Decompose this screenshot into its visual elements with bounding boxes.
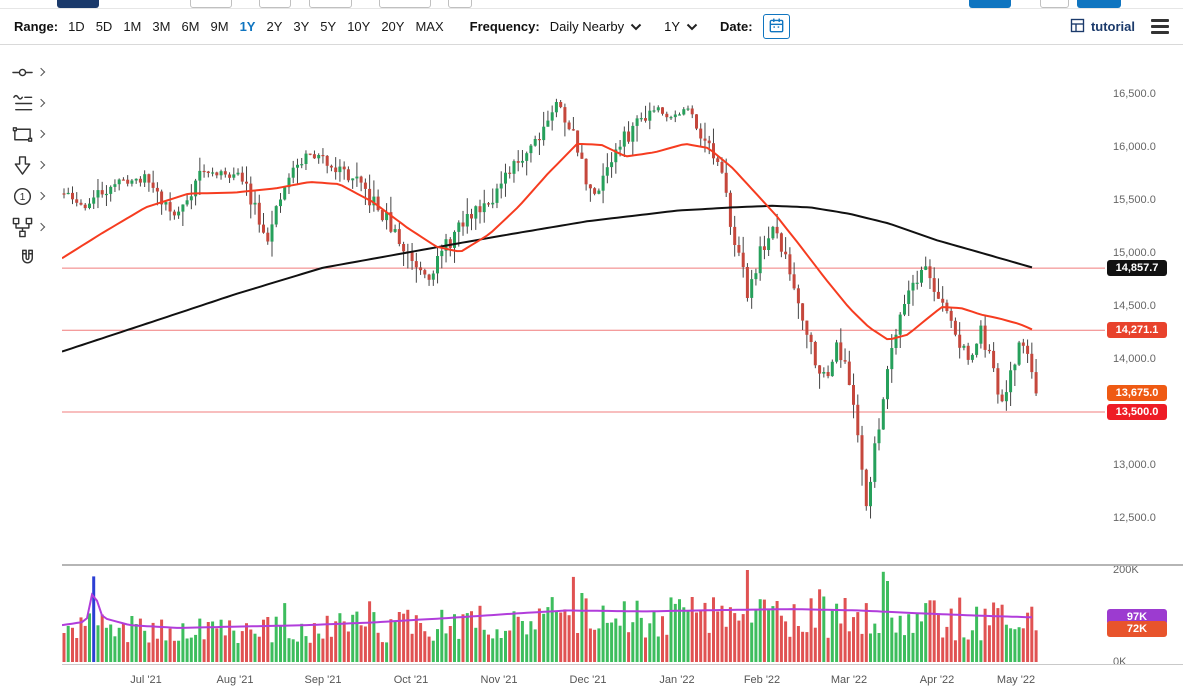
price-tick: 14,000.0	[1113, 353, 1156, 365]
range-3y[interactable]: 3Y	[293, 19, 310, 34]
volume-axis: 200K 0K 97K 72K	[1105, 566, 1183, 664]
price-pane: 16,500.0 16,000.0 15,500.0 15,000.0 14,500.0…	[62, 45, 1183, 564]
range-9m[interactable]: 9M	[210, 19, 229, 34]
chevron-right-icon	[36, 160, 45, 170]
time-axis: Jul '21 Aug '21 Sep '21 Oct '21 Nov '21 Dec '…	[62, 665, 1183, 690]
clipped-button[interactable]	[379, 0, 431, 8]
indicator-list-icon	[12, 93, 33, 114]
calendar-button[interactable]	[762, 14, 790, 39]
price-line-badge: 14,857.7	[1107, 260, 1167, 276]
clipped-button[interactable]	[448, 0, 472, 8]
month-label: May '22	[996, 674, 1036, 686]
tool-arrows[interactable]	[12, 154, 45, 176]
range-6m[interactable]: 6M	[181, 19, 200, 34]
price-tick: 15,000.0	[1113, 247, 1156, 259]
clipped-button[interactable]	[309, 0, 352, 8]
month-label: Sep '21	[304, 674, 342, 686]
range-max[interactable]: MAX	[415, 19, 444, 34]
rectangle-icon	[12, 124, 33, 145]
clipped-button[interactable]	[190, 0, 232, 8]
range-1y[interactable]: 1Y	[239, 19, 256, 34]
clipped-button[interactable]	[1040, 0, 1069, 8]
chevron-right-icon	[36, 67, 45, 77]
month-label: Oct '21	[393, 674, 429, 686]
clipped-toolbar-row	[0, 0, 1183, 9]
chart-area: 16,500.0 16,000.0 15,500.0 15,000.0 14,500.0…	[55, 45, 1183, 696]
volume-tick: 200K	[1113, 564, 1139, 576]
price-line-badge: 13,675.0	[1107, 385, 1167, 401]
svg-text:1: 1	[19, 191, 25, 202]
chevron-down-icon	[630, 23, 642, 31]
range-1m[interactable]: 1M	[123, 19, 142, 34]
tutorial-grid-icon	[1070, 18, 1085, 36]
month-label: Nov '21	[480, 674, 518, 686]
volume-tick: 0K	[1113, 656, 1127, 665]
month-label: Jul '21	[130, 674, 162, 686]
chart-toolbar: Range: 1D 5D 1M 3M 6M 9M 1Y 2Y 3Y 5Y 10Y 20Y MAX Fre…	[0, 9, 1183, 45]
price-axis: 16,500.0 16,000.0 15,500.0 15,000.0 14,500.0…	[1105, 45, 1183, 564]
clipped-button[interactable]	[259, 0, 291, 8]
range-buttons: 1D 5D 1M 3M 6M 9M 1Y 2Y 3Y 5Y 10Y 20Y MAX	[68, 17, 444, 36]
crosshair-icon	[11, 62, 33, 83]
price-tick: 12,500.0	[1113, 512, 1156, 524]
frequency-dropdown[interactable]: Daily Nearby	[550, 19, 642, 34]
volume-pane: 200K 0K 97K 72K	[62, 564, 1183, 665]
clipped-button[interactable]	[1077, 0, 1121, 8]
month-label: Feb '22	[743, 674, 781, 686]
volume-plot[interactable]	[62, 566, 1105, 665]
price-tick: 13,000.0	[1113, 459, 1156, 471]
candlestick-plot[interactable]	[62, 45, 1105, 564]
number-one-icon: 1	[12, 186, 33, 207]
magnet-icon	[17, 248, 38, 269]
down-arrow-icon	[12, 155, 33, 176]
range-5d[interactable]: 5D	[95, 19, 113, 34]
tutorial-label: tutorial	[1090, 19, 1135, 34]
price-tick: 16,000.0	[1113, 141, 1156, 153]
volume-badge: 72K	[1107, 621, 1167, 637]
range-10y[interactable]: 10Y	[347, 19, 371, 34]
month-label: Dec '21	[569, 674, 607, 686]
tutorial-button[interactable]: tutorial	[1070, 18, 1135, 36]
range-3m[interactable]: 3M	[152, 19, 171, 34]
range-20y[interactable]: 20Y	[381, 19, 405, 34]
month-label: Apr '22	[919, 674, 955, 686]
period-dropdown[interactable]: 1Y	[664, 19, 698, 34]
calendar-icon	[768, 17, 785, 37]
frequency-value: Daily Nearby	[549, 19, 625, 34]
tool-indicators[interactable]	[12, 92, 45, 114]
chevron-down-icon	[686, 23, 698, 31]
tool-shapes[interactable]	[12, 123, 45, 145]
chevron-right-icon	[36, 129, 45, 139]
chevron-right-icon	[36, 98, 45, 108]
chevron-right-icon	[36, 222, 45, 232]
month-label: Mar '22	[830, 674, 868, 686]
month-label: Jan '22	[659, 674, 695, 686]
clipped-button[interactable]	[57, 0, 99, 8]
range-2y[interactable]: 2Y	[266, 19, 283, 34]
menu-button[interactable]	[1151, 19, 1169, 34]
drawing-tools-sidebar: 1	[0, 45, 55, 696]
price-line-badge: 13,500.0	[1107, 404, 1167, 420]
date-label: Date:	[720, 19, 753, 34]
price-tick: 16,500.0	[1113, 88, 1156, 100]
price-tick: 15,500.0	[1113, 194, 1156, 206]
tool-connectors[interactable]	[12, 216, 45, 238]
price-line-badge: 14,271.1	[1107, 322, 1167, 338]
range-5y[interactable]: 5Y	[320, 19, 337, 34]
tool-magnet[interactable]	[17, 247, 38, 269]
tool-cursor-tools[interactable]	[11, 61, 45, 83]
range-label: Range:	[14, 19, 59, 34]
period-value: 1Y	[664, 19, 681, 34]
price-tick: 14,500.0	[1113, 300, 1156, 312]
month-label: Aug '21	[216, 674, 254, 686]
nodes-icon	[12, 217, 33, 238]
chart-content: 1 16,500.0 16,000.0 15,500.0 15,000.0 14,500…	[0, 45, 1183, 696]
range-1d[interactable]: 1D	[68, 19, 85, 34]
frequency-label: Frequency:	[469, 19, 540, 34]
clipped-button[interactable]	[969, 0, 1011, 8]
chevron-right-icon	[36, 191, 45, 201]
tool-annotations[interactable]: 1	[12, 185, 45, 207]
